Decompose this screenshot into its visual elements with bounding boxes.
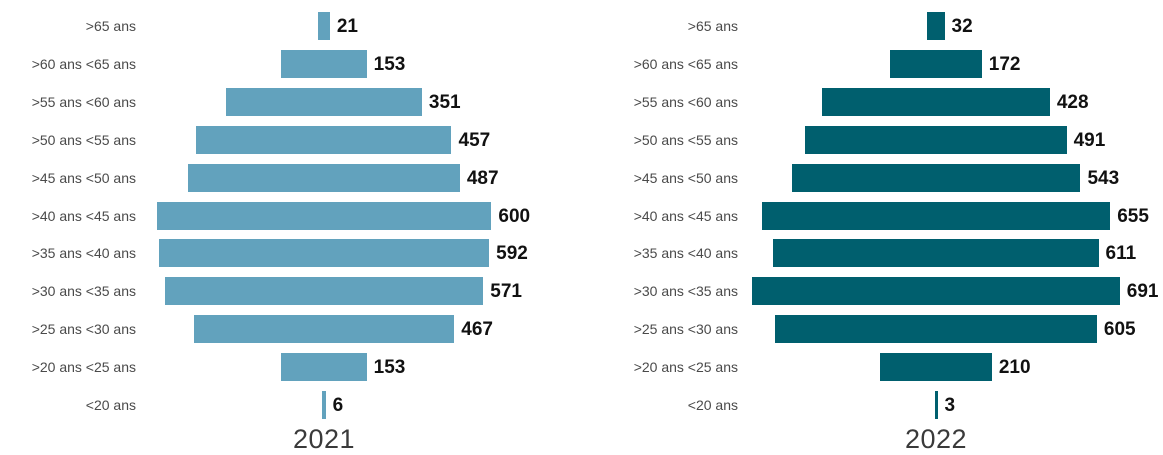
bar (193, 315, 455, 344)
category-label: >45 ans <50 ans (31, 169, 136, 186)
category-label: >35 ans <40 ans (31, 245, 136, 262)
category-label: >25 ans <30 ans (31, 321, 136, 338)
category-label: >55 ans <60 ans (633, 93, 738, 110)
value-label: 172 (988, 53, 1021, 75)
value-label: 6 (332, 395, 344, 416)
bar (805, 125, 1067, 154)
bar (196, 125, 452, 154)
value-label: 487 (466, 167, 499, 189)
category-label: >60 ans <65 ans (633, 55, 738, 72)
chart-2021: >65 ans 21 >60 ans <65 ans 153 >55 ans <60 a… (0, 0, 580, 454)
category-label: >35 ans <40 ans (633, 245, 738, 262)
category-label: >65 ans (687, 18, 738, 34)
value-label: 600 (498, 205, 531, 227)
bar (281, 353, 367, 382)
value-label: 21 (336, 16, 358, 37)
category-label: >50 ans <55 ans (633, 131, 738, 148)
bar (890, 49, 982, 78)
category-label: >50 ans <55 ans (31, 131, 136, 148)
bar (880, 353, 992, 382)
category-label: <20 ans (85, 397, 136, 413)
bar (318, 12, 330, 40)
category-label: >60 ans <65 ans (31, 55, 136, 72)
bar (188, 163, 460, 192)
bar (752, 277, 1120, 306)
category-label: >30 ans <35 ans (31, 283, 136, 300)
category-label: >20 ans <25 ans (633, 359, 738, 376)
value-label: 32 (951, 16, 973, 37)
bar (775, 315, 1097, 344)
value-label: 428 (1056, 91, 1089, 113)
category-label: >40 ans <45 ans (31, 207, 136, 224)
bar (156, 201, 492, 230)
category-label: >30 ans <35 ans (633, 283, 738, 300)
value-label: 153 (373, 53, 406, 75)
value-label: 491 (1073, 129, 1106, 151)
value-label: 611 (1105, 243, 1137, 265)
bar (791, 163, 1081, 192)
category-label: >45 ans <50 ans (633, 169, 738, 186)
bar (934, 391, 938, 419)
bar (322, 391, 326, 419)
bar (158, 239, 490, 268)
value-label: 351 (428, 91, 461, 113)
category-label: >20 ans <25 ans (31, 359, 136, 376)
bar (761, 201, 1111, 230)
bar (226, 87, 422, 116)
value-label: 655 (1117, 205, 1149, 227)
bar (927, 12, 945, 40)
category-label: >65 ans (85, 18, 136, 34)
value-label: 153 (373, 357, 406, 379)
chart-title: 2021 (292, 424, 356, 454)
bar (773, 239, 1099, 268)
value-label: 3 (944, 395, 956, 416)
category-label: >25 ans <30 ans (633, 321, 738, 338)
value-label: 605 (1103, 319, 1136, 341)
category-label: >55 ans <60 ans (31, 93, 136, 110)
value-label: 691 (1126, 281, 1159, 303)
category-label: >40 ans <45 ans (633, 207, 738, 224)
value-label: 457 (458, 129, 491, 151)
value-label: 543 (1087, 167, 1120, 189)
category-label: <20 ans (687, 397, 738, 413)
value-label: 467 (461, 319, 493, 341)
bar (281, 49, 367, 78)
value-label: 571 (490, 281, 522, 303)
chart-title: 2022 (904, 424, 968, 454)
chart-2022: >65 ans 32 >60 ans <65 ans 172 >55 ans <60 a… (590, 0, 1163, 454)
value-label: 592 (496, 243, 528, 265)
bar (164, 277, 484, 306)
bar (822, 87, 1050, 116)
value-label: 210 (998, 357, 1031, 379)
